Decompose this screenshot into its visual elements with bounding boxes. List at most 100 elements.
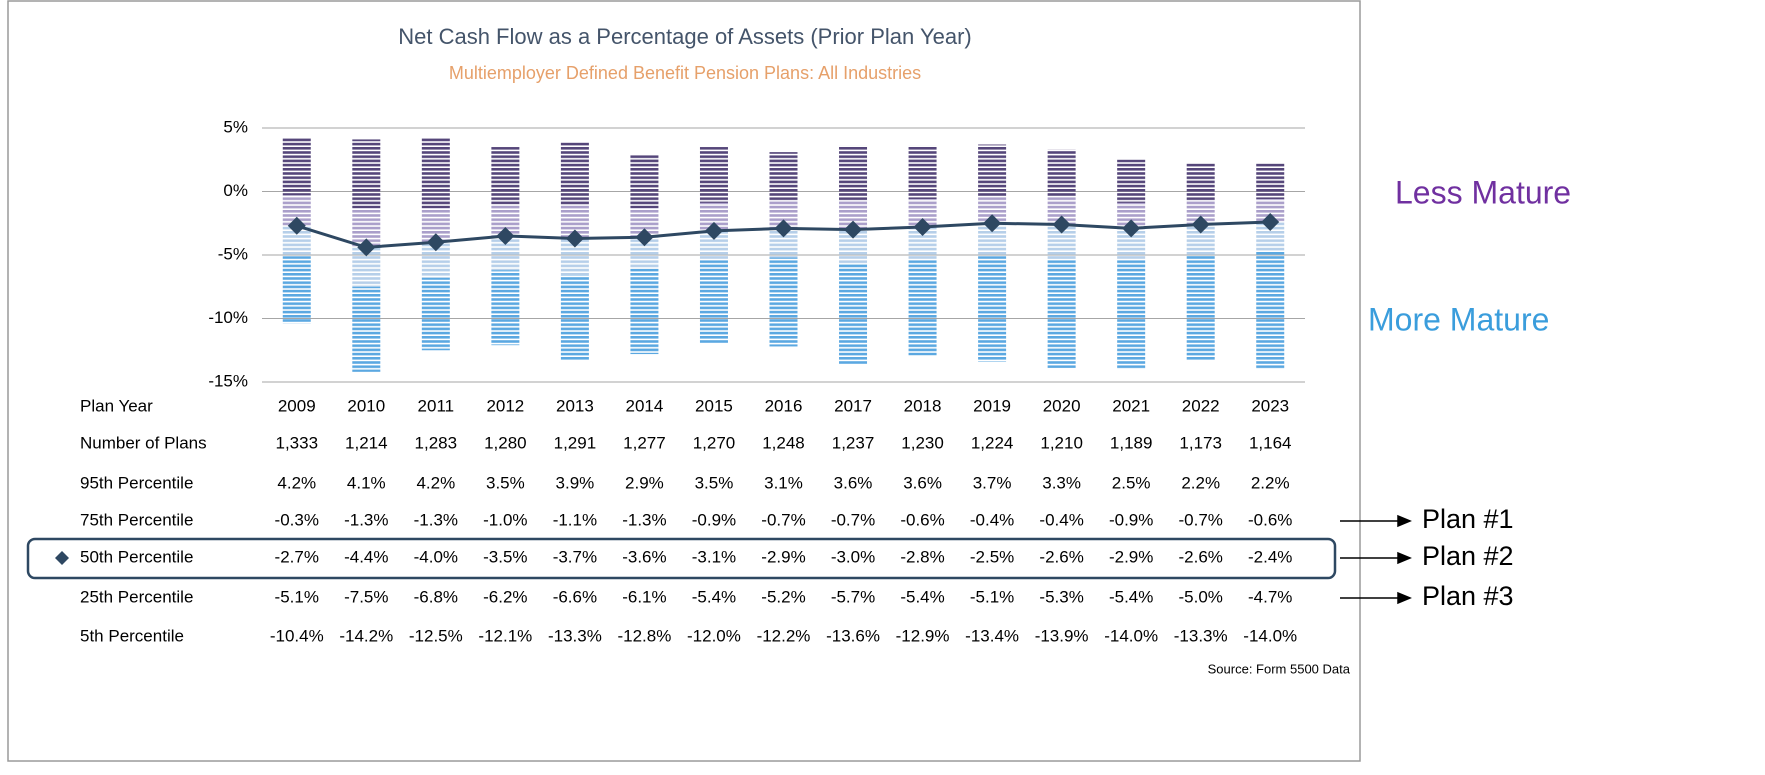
- table-cell: -0.9%: [1109, 510, 1153, 529]
- table-cell: 2.9%: [625, 473, 664, 492]
- range-band: [1256, 251, 1285, 370]
- x-tick-label: 2011: [418, 396, 455, 415]
- range-band: [1117, 159, 1146, 203]
- table-cell: -5.0%: [1178, 587, 1222, 606]
- range-band: [421, 277, 450, 351]
- y-tick-label: -15%: [208, 371, 248, 390]
- range-band: [352, 139, 381, 209]
- range-band: [908, 145, 937, 200]
- row-label: Number of Plans: [80, 433, 207, 452]
- range-band: [978, 256, 1007, 362]
- table-cell: -2.5%: [970, 547, 1014, 566]
- table-cell: -13.3%: [548, 626, 602, 645]
- median-marker: [496, 226, 515, 245]
- table-cell: 4.1%: [347, 473, 386, 492]
- range-band: [560, 141, 589, 206]
- table-cell: -14.2%: [339, 626, 393, 645]
- table-cell: 1,277: [623, 433, 666, 452]
- median-marker: [1261, 212, 1280, 231]
- table-cell: -13.6%: [826, 626, 880, 645]
- table-cell: -7.5%: [344, 587, 388, 606]
- table-cell: -13.9%: [1035, 626, 1089, 645]
- table-cell: -6.8%: [414, 587, 458, 606]
- highlight-box: [26, 537, 1337, 580]
- median-marker: [913, 218, 932, 237]
- table-cell: -4.4%: [344, 547, 388, 566]
- table-cell: 1,270: [693, 433, 736, 452]
- x-tick-label: 2019: [973, 396, 1011, 415]
- table-cell: 4.2%: [416, 473, 455, 492]
- x-tick-label: 2014: [626, 396, 664, 415]
- x-tick-label: 2013: [556, 396, 594, 415]
- range-band: [839, 263, 868, 365]
- table-cell: -3.7%: [553, 547, 597, 566]
- row-label: 5th Percentile: [80, 626, 184, 645]
- chart-subtitle: Multiemployer Defined Benefit Pension Pl…: [449, 63, 921, 83]
- range-band: [769, 152, 798, 201]
- table-cell: 1,230: [901, 433, 944, 452]
- table-cell: 3.5%: [695, 473, 734, 492]
- table-cell: -4.0%: [414, 547, 458, 566]
- table-cell: 3.5%: [486, 473, 525, 492]
- arrows: [1340, 514, 1412, 605]
- table-cell: -12.1%: [478, 626, 532, 645]
- table-cell: -14.0%: [1104, 626, 1158, 645]
- table-cell: 3.6%: [834, 473, 873, 492]
- table-cell: -0.6%: [900, 510, 944, 529]
- table-cell: 3.3%: [1042, 473, 1081, 492]
- chart-frame: [7, 0, 1361, 762]
- range-band: [491, 270, 520, 346]
- table-cell: 3.9%: [556, 473, 595, 492]
- x-tick-label: 2018: [904, 396, 942, 415]
- median-marker: [635, 228, 654, 247]
- x-tick-label: 2022: [1182, 396, 1220, 415]
- table-cell: 1,164: [1249, 433, 1292, 452]
- range-band: [699, 260, 728, 344]
- range-band: [978, 144, 1007, 197]
- table-cell: -0.7%: [831, 510, 875, 529]
- table-cell: -12.5%: [409, 626, 463, 645]
- range-band: [282, 256, 311, 324]
- table-cell: -1.3%: [622, 510, 666, 529]
- table-cell: 1,189: [1110, 433, 1153, 452]
- table-cell: -0.7%: [761, 510, 805, 529]
- table-cell: -13.3%: [1174, 626, 1228, 645]
- table-cell: -2.4%: [1248, 547, 1292, 566]
- median-marker: [1052, 215, 1071, 234]
- range-band: [1186, 163, 1215, 201]
- range-band: [1256, 199, 1285, 222]
- range-band: [1047, 258, 1076, 369]
- table-cell: -0.3%: [275, 510, 319, 529]
- annotation: Plan #3: [1422, 581, 1514, 611]
- table-cell: 1,280: [484, 433, 527, 452]
- range-band: [1047, 149, 1076, 197]
- median-marker: [1122, 219, 1141, 238]
- row-label: 50th Percentile: [80, 547, 193, 566]
- median-marker: [357, 238, 376, 257]
- median-marker: [774, 219, 793, 238]
- median-marker: [287, 216, 306, 235]
- y-tick-label: -5%: [218, 244, 248, 263]
- range-band: [699, 147, 728, 203]
- range-band: [1117, 260, 1146, 370]
- table-cell: -3.6%: [622, 547, 666, 566]
- x-tick-label: 2009: [278, 396, 316, 415]
- table-cell: -12.8%: [617, 626, 671, 645]
- table-cell: -1.3%: [344, 510, 388, 529]
- table-cell: -2.7%: [275, 547, 319, 566]
- range-band: [908, 260, 937, 356]
- table-cell: -2.6%: [1039, 547, 1083, 566]
- y-tick-label: 0%: [223, 181, 248, 200]
- median-marker: [565, 229, 584, 248]
- table-cell: -6.1%: [622, 587, 666, 606]
- table-cell: -2.9%: [1109, 547, 1153, 566]
- range-band: [491, 147, 520, 205]
- table-cell: -10.4%: [270, 626, 324, 645]
- x-tick-label: 2021: [1112, 396, 1150, 415]
- y-tick-label: 5%: [223, 117, 248, 136]
- table-cell: -5.7%: [831, 587, 875, 606]
- table-cell: -14.0%: [1243, 626, 1297, 645]
- x-tick-label: 2015: [695, 396, 733, 415]
- x-tick-label: 2023: [1251, 396, 1289, 415]
- source-note: Source: Form 5500 Data: [1208, 661, 1351, 676]
